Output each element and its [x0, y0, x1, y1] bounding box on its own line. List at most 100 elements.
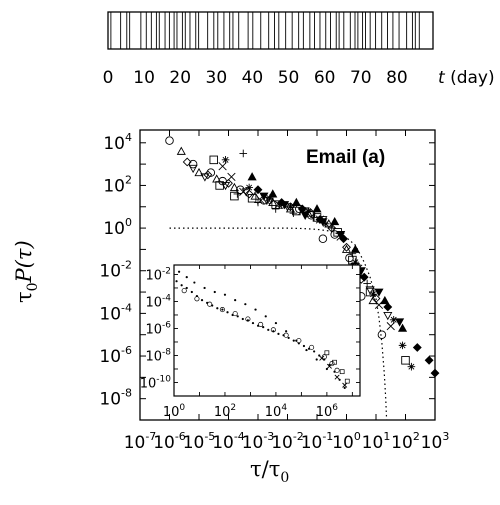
data-point — [315, 358, 318, 361]
main-axis-ticks — [139, 130, 436, 421]
tick-label: 10-4 — [212, 430, 245, 453]
data-point — [305, 348, 308, 352]
tick-label: 100 — [103, 216, 132, 239]
data-point — [185, 286, 188, 290]
data-point — [363, 279, 371, 288]
dotted-curve — [169, 227, 388, 421]
data-point — [230, 191, 239, 201]
data-point — [334, 374, 340, 380]
tick-label: 102 — [103, 173, 132, 196]
data-point — [258, 321, 264, 327]
data-point — [203, 286, 206, 290]
data-point — [245, 316, 251, 322]
data-point — [389, 315, 398, 324]
data-point — [215, 181, 224, 190]
data-point — [270, 327, 276, 333]
tick-label: 10-2 — [271, 430, 304, 453]
data-point — [339, 234, 348, 244]
data-point — [239, 149, 248, 158]
tick-label: 102 — [391, 430, 420, 453]
data-point — [339, 369, 345, 375]
data-point — [213, 290, 216, 294]
data-point — [181, 288, 187, 294]
data-point — [287, 336, 290, 340]
data-point — [286, 202, 295, 211]
data-point — [283, 332, 289, 338]
data-point — [304, 207, 312, 215]
tick-label: 10-5 — [183, 430, 216, 453]
data-point — [185, 276, 188, 279]
data-point — [194, 296, 200, 302]
data-point — [359, 272, 369, 282]
data-point — [206, 168, 216, 177]
inset-axis-ticks — [173, 265, 360, 397]
tick-label: 10-2 — [99, 259, 132, 282]
timeline-tick-label: 60 — [314, 68, 336, 88]
data-point — [194, 167, 204, 177]
y-axis-label-sub: 0 — [25, 282, 41, 291]
data-point — [180, 284, 183, 287]
timeline-tick-label: 10 — [133, 68, 155, 88]
data-point — [232, 311, 238, 317]
data-point — [226, 311, 229, 314]
data-point — [315, 215, 325, 224]
tick-label: 102 — [214, 403, 236, 420]
data-point — [224, 178, 233, 188]
data-point — [300, 211, 310, 221]
data-point — [430, 368, 440, 378]
data-point — [244, 189, 254, 199]
tick-label: 10-10 — [140, 374, 172, 391]
y-axis-label: τ0P(τ) — [12, 240, 41, 303]
data-point — [221, 156, 230, 164]
data-point — [377, 330, 387, 339]
data-point — [395, 318, 405, 327]
data-point — [327, 224, 336, 232]
data-point — [302, 344, 306, 348]
data-point — [247, 193, 257, 203]
data-point — [351, 258, 360, 267]
data-point — [365, 287, 375, 297]
data-point — [386, 322, 395, 331]
timeline-tick-label: 70 — [350, 68, 372, 88]
data-point — [310, 213, 318, 222]
data-point — [368, 295, 378, 305]
tick-label: 104 — [265, 403, 288, 420]
timeline-tick-label: 30 — [206, 68, 228, 88]
data-point — [268, 189, 278, 198]
data-point — [253, 185, 263, 195]
data-point — [398, 341, 407, 350]
timeline-tick-labels: 0 10 20 30 40 50 60 70 80 — [103, 68, 408, 88]
data-point — [209, 155, 218, 165]
data-point — [291, 197, 301, 206]
dotted-fit-curve — [169, 227, 388, 421]
data-point — [342, 382, 348, 388]
tick-label: 10-8 — [145, 347, 171, 364]
data-point — [345, 253, 354, 263]
tick-label: 10-8 — [99, 387, 132, 410]
timeline-tick-label: 80 — [386, 68, 408, 88]
data-point — [313, 350, 316, 353]
x-axis-label-var: τ/τ — [250, 457, 280, 481]
data-point — [329, 361, 335, 367]
timeline-events — [110, 12, 420, 49]
timeline-tick-label: 50 — [278, 68, 300, 88]
data-point — [200, 299, 204, 302]
data-point — [203, 170, 213, 180]
data-point — [254, 198, 262, 207]
data-point — [259, 192, 269, 201]
chart-title: Email (a) — [306, 147, 385, 168]
data-point — [262, 326, 265, 329]
inset-axis-tick-labels: 100 102 104 106 10-2 10-4 10-6 10-8 10-10 — [140, 266, 339, 420]
data-point — [241, 317, 244, 321]
data-point — [350, 244, 360, 253]
data-point — [188, 164, 198, 174]
data-point — [254, 308, 257, 311]
data-point — [412, 343, 422, 352]
timeline-frame — [107, 11, 434, 50]
data-point — [190, 290, 193, 294]
data-point — [336, 230, 346, 240]
data-point — [236, 315, 239, 318]
